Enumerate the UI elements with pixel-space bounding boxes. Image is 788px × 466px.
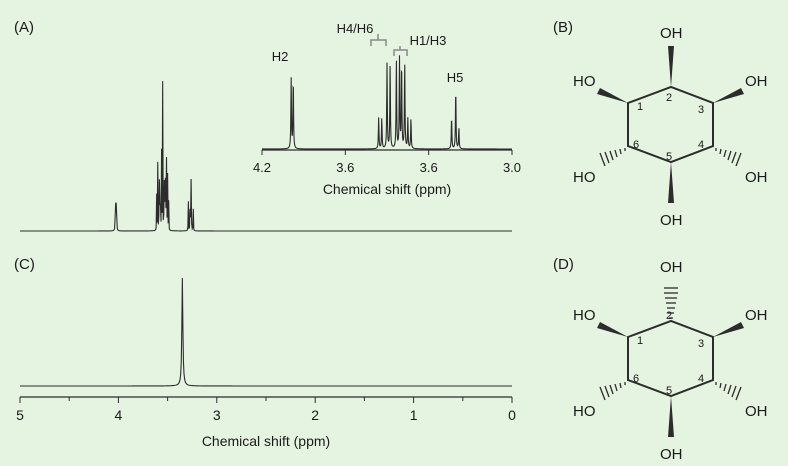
ring-number-2: 2 <box>666 92 672 104</box>
spectrum-c-tick-label: 5 <box>16 407 24 423</box>
spectrum-c-tick-label: 2 <box>311 407 319 423</box>
hash-bond-c6 <box>599 148 626 167</box>
inset-tick-label: 3.0 <box>503 160 521 175</box>
annotation-h1-h3: H1/H3 <box>410 33 447 48</box>
spectrum-a <box>20 81 512 232</box>
substituent-c1: HO <box>573 307 596 324</box>
bracket-h4-h6 <box>370 34 387 46</box>
substituent-c6: HO <box>573 169 596 186</box>
annotation-h2: H2 <box>272 49 289 64</box>
ring-number-6: 6 <box>633 139 639 151</box>
inset-tick-label: 3.6 <box>336 160 354 175</box>
ring-number-3: 3 <box>698 104 704 116</box>
ring-d <box>627 319 714 398</box>
spectrum-c-tick-label: 4 <box>115 407 123 423</box>
inset-axis-label: Chemical shift (ppm) <box>323 181 451 197</box>
structure-b: 1 2 3 4 5 6 HO OH OH OH OH HO <box>573 25 768 229</box>
spectrum-c-tick-label: 3 <box>213 407 221 423</box>
ring-number-1: 1 <box>637 335 643 347</box>
hash-bond-c2 <box>664 287 678 319</box>
wedge-bond-c3 <box>713 322 744 337</box>
panel-label-b: (B) <box>553 19 573 36</box>
ring-number-2: 2 <box>666 310 672 322</box>
substituent-c3: OH <box>745 307 768 324</box>
ring-number-1: 1 <box>637 101 643 113</box>
ring-number-5: 5 <box>666 385 672 397</box>
ring-number-4: 4 <box>698 139 704 151</box>
ring-number-5: 5 <box>666 151 672 163</box>
substituent-c5: OH <box>660 212 683 229</box>
panel-label-d: (D) <box>553 256 574 273</box>
annotation-h5: H5 <box>447 70 464 85</box>
wedge-bond-c5 <box>668 162 674 203</box>
ring-number-3: 3 <box>698 338 704 350</box>
substituent-c1: HO <box>573 73 596 90</box>
inset-axis-ticks: 4.2 3.6 3.6 3.0 <box>253 150 521 175</box>
substituent-c5: OH <box>660 446 683 463</box>
wedge-bond-c1 <box>597 322 628 337</box>
spectrum-c-tick-label: 1 <box>410 407 418 423</box>
substituent-c2: OH <box>660 259 683 276</box>
wedge-bond-c3 <box>713 88 744 103</box>
wedge-bond-c5 <box>668 396 674 437</box>
substituent-c2: OH <box>660 25 683 42</box>
inset-tick-label: 4.2 <box>253 160 271 175</box>
inset-tick-label: 3.6 <box>420 160 438 175</box>
hash-bond-c6 <box>599 382 626 401</box>
ring-number-4: 4 <box>698 373 704 385</box>
hash-bond-c4 <box>715 382 742 401</box>
panel-label-c: (C) <box>14 256 35 273</box>
inset-annotations: H2 H4/H6 H1/H3 H5 <box>272 21 464 85</box>
annotation-h4-h6: H4/H6 <box>337 21 374 36</box>
spectrum-c-axis-ticks: 5 4 3 2 1 0 <box>16 397 516 423</box>
substituent-c6: HO <box>573 403 596 420</box>
spectrum-c-tick-label: 0 <box>508 407 516 423</box>
ring-number-6: 6 <box>633 373 639 385</box>
spectrum-c-axis-label: Chemical shift (ppm) <box>202 433 330 449</box>
substituent-c3: OH <box>745 73 768 90</box>
spectrum-a-trace <box>20 81 512 232</box>
panel-label-a: (A) <box>14 19 34 36</box>
wedge-bond-c1 <box>597 88 628 103</box>
spectrum-c: 5 4 3 2 1 0 Chemical shift (ppm) <box>16 277 516 449</box>
inset-spectrum: 4.2 3.6 3.6 3.0 Chemical shift (ppm) H2 H4/H… <box>253 21 521 197</box>
substituent-c4: OH <box>745 403 768 420</box>
substituent-c4: OH <box>745 169 768 186</box>
hash-bond-c4 <box>715 148 742 167</box>
wedge-bond-c2 <box>668 46 674 87</box>
structure-d: 1 2 3 4 5 6 HO OH OH OH OH HO <box>573 259 768 463</box>
spectrum-c-trace <box>20 277 512 387</box>
inset-trace <box>262 55 512 150</box>
bracket-h1-h3 <box>393 46 408 56</box>
